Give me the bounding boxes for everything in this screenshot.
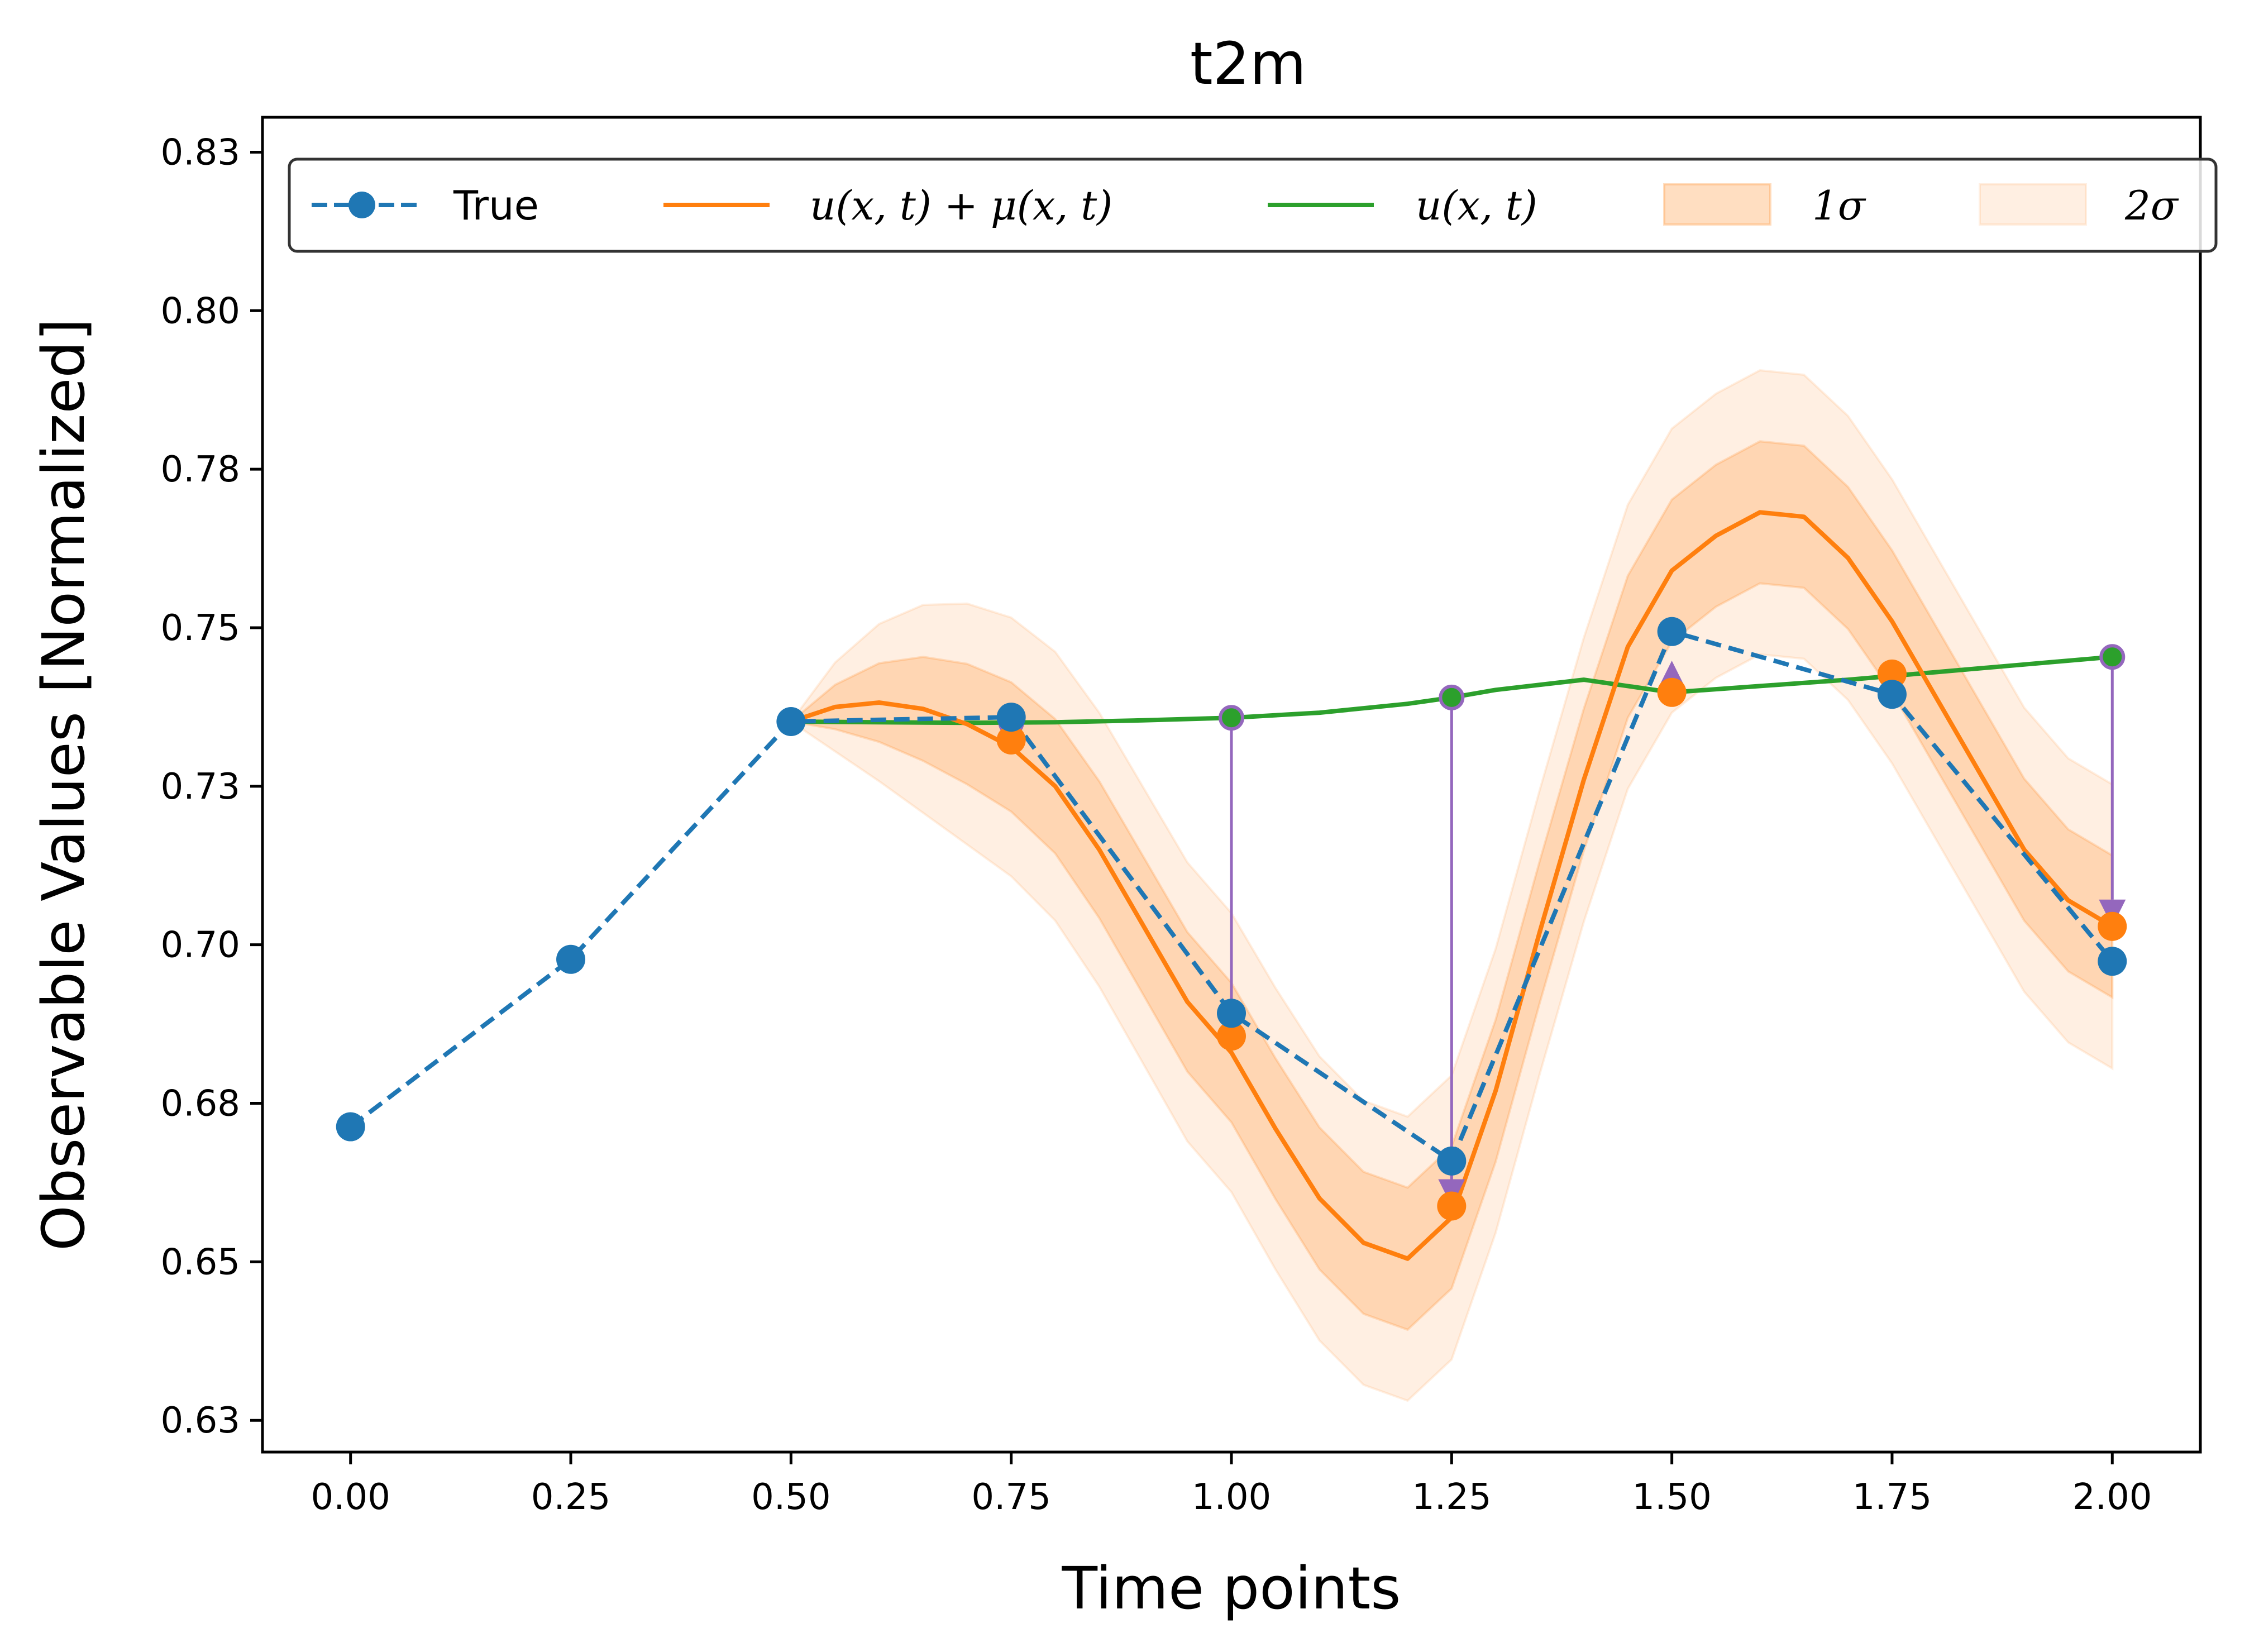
mean-point: [1877, 659, 1907, 689]
true-point: [1437, 1146, 1467, 1176]
true-point: [1877, 680, 1907, 709]
x-tick-label: 0.50: [751, 1477, 831, 1518]
chart-title: t2m: [1190, 30, 1306, 98]
y-tick-label: 0.78: [161, 449, 241, 490]
legend: True u(x, t) + μ(x, t) u(x, t) 1σ 2σ: [288, 157, 2218, 253]
y-tick-label: 0.70: [161, 925, 241, 966]
legend-true-marker: [348, 192, 375, 218]
y-axis-label: Observable Values [Normalized]: [30, 318, 98, 1251]
u-point: [1439, 684, 1465, 710]
true-point: [336, 1112, 365, 1142]
x-tick-label: 1.00: [1192, 1477, 1272, 1518]
true-point: [556, 944, 586, 974]
x-tick-label: 2.00: [2072, 1477, 2152, 1518]
y-tick-label: 0.65: [161, 1242, 241, 1283]
legend-2sigma-patch: [1979, 183, 2087, 226]
x-tick-label: 1.75: [1852, 1477, 1932, 1518]
mean-point: [1217, 1021, 1246, 1051]
x-axis: 0.00 0.25 0.50 0.75 1.00 1.25 1.50 1.75 2.00: [311, 1452, 2152, 1518]
true-point: [2098, 947, 2127, 976]
y-axis: 0.63 0.65 0.68 0.70 0.73 0.75 0.78 0.80 0.83: [161, 132, 262, 1441]
y-tick-label: 0.73: [161, 766, 241, 808]
y-tick-label: 0.75: [161, 608, 241, 649]
mean-point: [2098, 911, 2127, 941]
x-tick-label: 0.75: [971, 1477, 1051, 1518]
u-point: [2099, 644, 2126, 670]
y-tick-label: 0.68: [161, 1083, 241, 1125]
legend-true-label: True: [453, 182, 539, 229]
legend-mean-label: u(x, t) + μ(x, t): [810, 182, 1112, 229]
legend-1sigma-label: 1σ: [1812, 182, 1866, 229]
x-tick-label: 0.00: [311, 1477, 390, 1518]
true-point: [1217, 999, 1246, 1028]
legend-1sigma-patch: [1663, 183, 1771, 226]
mean-point: [1657, 677, 1687, 707]
legend-2sigma-label: 2σ: [2124, 182, 2179, 229]
plot-series-group: [336, 369, 2127, 1402]
legend-u-label: u(x, t): [1416, 182, 1537, 229]
mean-point: [1437, 1191, 1467, 1221]
x-tick-label: 1.50: [1632, 1477, 1712, 1518]
mean-point: [996, 725, 1026, 755]
plot-area: [336, 369, 2127, 1402]
x-axis-label: Time points: [1062, 1554, 1401, 1622]
u-point: [1219, 705, 1244, 731]
true-point: [1657, 617, 1687, 646]
y-tick-label: 0.63: [161, 1400, 241, 1441]
x-tick-label: 1.25: [1412, 1477, 1492, 1518]
legend-frame: [288, 157, 2218, 253]
x-tick-label: 0.25: [531, 1477, 611, 1518]
y-tick-label: 0.83: [161, 132, 241, 173]
true-point: [776, 707, 806, 737]
y-tick-label: 0.80: [161, 290, 241, 332]
true-point: [996, 703, 1026, 732]
series-true-line: [349, 628, 2114, 1164]
